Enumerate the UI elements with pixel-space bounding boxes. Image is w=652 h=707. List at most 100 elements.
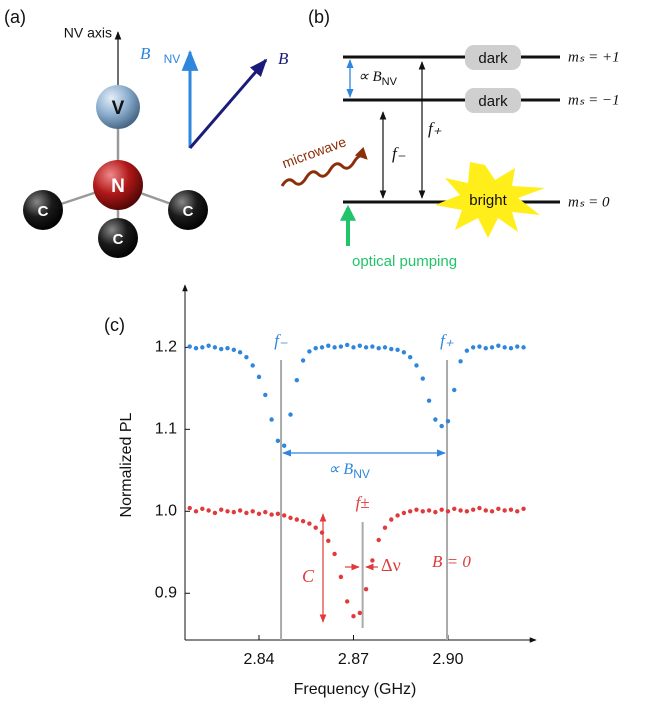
ms-label: mₛ = −1 [568, 92, 620, 108]
data-point [269, 512, 274, 517]
y-tick-label: 0.9 [155, 584, 177, 601]
data-point [237, 508, 243, 513]
data-point [338, 344, 344, 349]
panel-b: (b) dark dark bright mₛ = +1 mₛ = −1 mₛ … [280, 7, 620, 270]
data-point [363, 586, 369, 592]
data-point [288, 515, 293, 521]
data-point [206, 343, 211, 348]
data-point [458, 359, 463, 364]
data-point [407, 355, 413, 360]
b-arrow [188, 58, 268, 149]
bright-star [435, 162, 545, 238]
data-point [256, 511, 262, 516]
data-point [414, 363, 419, 368]
data-point [439, 507, 444, 512]
panel-a: (a) NV axis V N C C C B⃗NV B⃗ [4, 7, 302, 258]
data-point [489, 509, 495, 514]
f-plus-label: f₊ [428, 119, 442, 138]
f-minus-label: f₋ [392, 144, 406, 163]
data-point [263, 509, 268, 515]
data-point [395, 347, 400, 353]
data-point [275, 438, 281, 444]
data-point [477, 505, 482, 511]
data-point [489, 345, 495, 350]
data-point [363, 345, 369, 350]
data-point [445, 418, 451, 424]
data-point [502, 508, 507, 513]
data-point [395, 513, 400, 518]
data-point [313, 525, 318, 530]
data-point [332, 345, 337, 350]
data-point [313, 345, 318, 351]
x-tick-label: 2.87 [338, 651, 369, 668]
data-point [496, 506, 501, 512]
data-point [351, 614, 356, 619]
splitting-label: ∝ BNV [328, 461, 370, 482]
data-point [445, 509, 451, 514]
data-point [187, 505, 192, 511]
x-tick-label: 2.84 [243, 651, 274, 668]
resonance-label: f± [356, 493, 370, 512]
data-point [307, 521, 312, 526]
data-point [470, 507, 476, 512]
data-point [237, 350, 243, 355]
atom-label: C [113, 231, 124, 248]
data-point [401, 350, 407, 355]
resonance-label: f₊ [440, 331, 454, 350]
atom-label: V [112, 98, 125, 119]
panel-c: (c) Frequency (GHz) Normalized PL 2.84 2.… [104, 284, 537, 698]
data-point [414, 507, 419, 512]
splitting-label: ∝ BNV [358, 69, 398, 87]
data-point [401, 510, 407, 516]
atom [168, 190, 208, 230]
data-point [344, 342, 350, 348]
y-tick-label: 1.2 [155, 339, 177, 356]
data-point [389, 346, 394, 352]
data-point [464, 509, 470, 514]
data-point [508, 345, 514, 351]
x-axis-label: Frequency (GHz) [294, 681, 417, 698]
panel-label: (a) [4, 7, 26, 27]
b-label: B⃗ [278, 49, 302, 68]
data-point [382, 525, 388, 530]
data-point [206, 508, 211, 513]
data-point [269, 417, 274, 422]
data-point [288, 412, 293, 417]
data-point [294, 517, 300, 522]
atom [23, 190, 63, 230]
data-point [282, 443, 287, 448]
data-point [326, 343, 331, 348]
atom-label: N [111, 176, 125, 197]
data-point [420, 376, 425, 381]
data-point [193, 509, 199, 514]
data-point [458, 508, 463, 513]
atom [96, 85, 140, 129]
data-point [426, 398, 432, 403]
atom [93, 160, 143, 210]
b-nv-symbol: B⃗ [140, 44, 164, 63]
data-point [225, 345, 230, 351]
data-point [452, 506, 457, 512]
data-point [250, 509, 255, 514]
data-point [370, 558, 375, 563]
ms-label: mₛ = +1 [568, 49, 620, 65]
axis-label: NV axis [64, 25, 112, 41]
linewidth-label: Δν [381, 555, 401, 575]
data-point [420, 509, 425, 514]
data-point [225, 509, 230, 514]
resonance-label: f₋ [274, 331, 288, 350]
data-point [219, 507, 224, 512]
data-point [382, 345, 388, 350]
data-point [250, 363, 255, 368]
data-point [212, 510, 218, 516]
data-point [357, 343, 362, 348]
contrast-label: C [302, 566, 315, 586]
dark-box [465, 45, 521, 70]
data-point [433, 417, 438, 422]
splitting-sub: NV [353, 467, 370, 481]
data-point [515, 509, 520, 514]
data-point [300, 518, 306, 524]
data-point [470, 345, 476, 350]
data-point [219, 346, 224, 352]
data-point [483, 508, 488, 513]
